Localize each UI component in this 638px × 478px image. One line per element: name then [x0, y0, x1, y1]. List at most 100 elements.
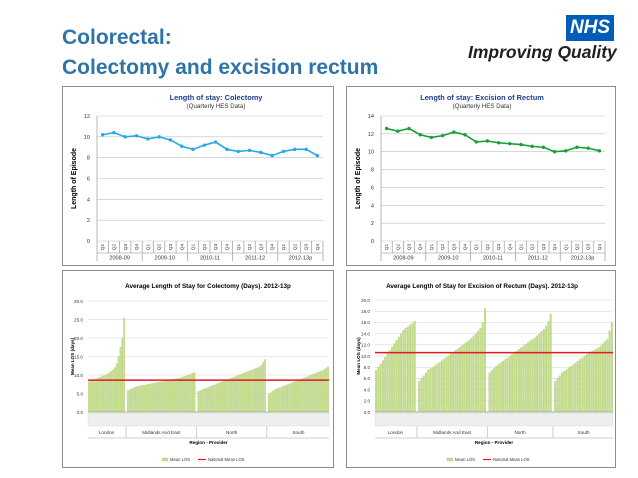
- bar: [89, 380, 92, 413]
- bar: [177, 378, 179, 413]
- bar: [212, 385, 214, 413]
- region-label: North: [226, 430, 238, 435]
- group-label: 2012-13p: [289, 256, 313, 262]
- bar: [542, 329, 545, 413]
- bar: [273, 389, 276, 413]
- x-tick-label: Q2: [157, 243, 163, 250]
- bar: [456, 348, 459, 413]
- x-tick-label: Q3: [123, 243, 129, 250]
- bar: [173, 378, 176, 413]
- bar: [214, 384, 216, 413]
- bar: [303, 377, 305, 413]
- y-tick-label: 10.0: [361, 354, 370, 359]
- bar: [208, 386, 211, 413]
- bar: [141, 385, 144, 413]
- bar: [267, 394, 270, 413]
- x-tick-label: Q3: [304, 243, 310, 250]
- bar: [180, 377, 183, 413]
- data-point: [541, 145, 546, 149]
- bar: [317, 371, 320, 413]
- bar: [117, 356, 120, 413]
- x-tick-label: Q3: [213, 243, 219, 250]
- bar: [169, 379, 172, 413]
- bar: [162, 381, 164, 413]
- group-label: 2010-11: [483, 256, 503, 262]
- bar: [254, 368, 257, 413]
- bar: [422, 375, 425, 413]
- bar: [502, 360, 505, 413]
- bar: [411, 323, 414, 413]
- bar: [323, 369, 326, 413]
- bar: [454, 350, 457, 413]
- rectum-provider-chart: Average Length of Stay for Excision of R…: [346, 270, 616, 468]
- bar: [499, 362, 502, 413]
- y-tick-label: 6.0: [364, 376, 371, 381]
- bar: [461, 345, 464, 413]
- bar: [504, 359, 507, 413]
- nhs-logo: NHS: [566, 15, 614, 41]
- y-tick-label: 4: [87, 197, 90, 203]
- legend-label-mean: Mean LOS: [170, 457, 190, 462]
- data-point: [270, 153, 274, 158]
- bar: [234, 376, 237, 413]
- data-point: [236, 149, 240, 154]
- bar: [529, 340, 532, 413]
- y-tick-label: 14: [368, 114, 374, 120]
- improving-quality-tagline: Improving Quality: [468, 42, 617, 62]
- group-label: 2011-12: [245, 256, 265, 262]
- bar: [547, 321, 550, 413]
- chart-subtitle: (Quarterly HES Data): [187, 103, 246, 110]
- x-tick-label: Q3: [541, 243, 547, 250]
- data-point: [597, 149, 602, 153]
- bar: [574, 362, 577, 413]
- bar: [477, 330, 480, 413]
- data-point: [586, 146, 590, 150]
- region-label: South: [578, 430, 590, 435]
- bar: [227, 379, 229, 413]
- bar: [210, 385, 213, 413]
- data-point: [384, 126, 389, 131]
- data-point: [112, 130, 116, 135]
- x-tick-label: Q1: [429, 243, 435, 250]
- bar: [201, 389, 203, 413]
- y-tick-label: 10.0: [74, 373, 83, 378]
- bar: [108, 372, 111, 413]
- bar: [599, 345, 602, 413]
- bar: [579, 359, 582, 413]
- bar: [493, 368, 495, 413]
- bar: [404, 327, 407, 413]
- y-axis-label: Length of Episode: [71, 148, 78, 209]
- data-point: [564, 149, 568, 153]
- bar: [284, 385, 287, 413]
- bar: [243, 372, 246, 413]
- colectomy-trend-chart: Length of stay: Colectomy (Quarterly HES …: [62, 86, 334, 266]
- bar: [443, 358, 446, 413]
- bar: [97, 377, 100, 413]
- data-point: [123, 135, 127, 139]
- region-label: Midlands And East: [433, 430, 472, 435]
- bar: [517, 349, 520, 413]
- bar: [406, 326, 409, 413]
- bar: [538, 333, 541, 413]
- x-tick-label: Q1: [236, 243, 242, 250]
- data-point: [463, 133, 467, 137]
- bar: [506, 357, 509, 413]
- x-tick-label: Q3: [258, 243, 264, 250]
- data-point: [202, 143, 207, 147]
- bar: [377, 367, 380, 413]
- bar: [219, 382, 222, 413]
- data-point: [304, 147, 308, 152]
- bar: [536, 335, 539, 413]
- provider-label-band: [374, 412, 614, 427]
- bar: [295, 380, 298, 413]
- group-label: 2010-11: [200, 256, 220, 262]
- bar: [167, 380, 170, 413]
- bar: [381, 360, 384, 413]
- bar: [153, 383, 155, 413]
- bar: [393, 343, 396, 413]
- bar: [314, 373, 316, 413]
- bar: [193, 371, 196, 413]
- data-point: [247, 148, 252, 153]
- region-label: London: [388, 430, 404, 435]
- y-tick-label: 0.0: [364, 410, 371, 415]
